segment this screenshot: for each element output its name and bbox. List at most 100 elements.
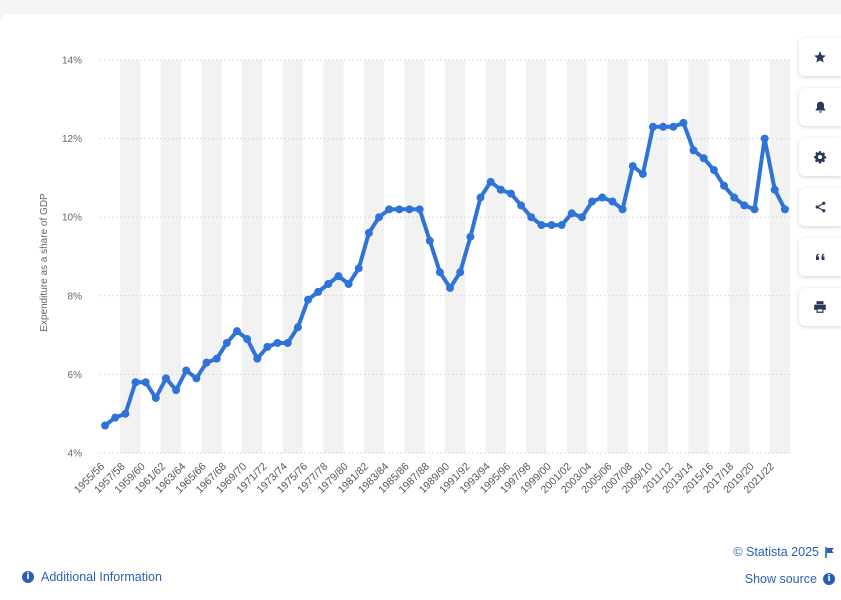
data-point[interactable]	[304, 295, 313, 304]
data-point[interactable]	[659, 122, 668, 131]
data-point[interactable]	[222, 338, 231, 347]
data-point[interactable]	[405, 205, 414, 214]
data-point[interactable]	[435, 268, 444, 277]
data-point[interactable]	[293, 323, 302, 332]
data-point[interactable]	[527, 213, 536, 222]
data-point[interactable]	[557, 221, 566, 230]
data-point[interactable]	[699, 154, 708, 163]
data-point[interactable]	[720, 181, 729, 190]
background-band	[282, 60, 303, 453]
data-point[interactable]	[202, 358, 211, 367]
data-point[interactable]	[689, 146, 698, 155]
y-tick-label: 14%	[62, 56, 82, 67]
data-point[interactable]	[314, 287, 323, 296]
data-point[interactable]	[385, 205, 394, 214]
cite-button[interactable]	[799, 238, 841, 276]
data-point[interactable]	[750, 205, 759, 214]
data-point[interactable]	[151, 393, 160, 402]
data-point[interactable]	[172, 386, 181, 395]
data-point[interactable]	[476, 193, 485, 202]
background-band	[160, 60, 182, 453]
additional-information-label: Additional Information	[41, 570, 162, 584]
notification-button[interactable]	[799, 88, 841, 126]
data-point[interactable]	[425, 236, 434, 245]
data-point[interactable]	[598, 193, 607, 202]
data-point[interactable]	[334, 272, 343, 281]
data-point[interactable]	[354, 264, 363, 273]
data-point[interactable]	[577, 213, 586, 222]
data-point[interactable]	[446, 283, 455, 292]
settings-button[interactable]	[799, 138, 841, 176]
data-point[interactable]	[730, 193, 739, 202]
background-band	[647, 60, 669, 453]
data-point[interactable]	[415, 205, 424, 214]
data-point[interactable]	[375, 213, 384, 222]
info-icon: i	[22, 571, 34, 583]
background-band	[607, 60, 628, 453]
data-point[interactable]	[344, 280, 353, 289]
background-band	[323, 60, 344, 453]
data-point[interactable]	[740, 201, 749, 210]
data-point[interactable]	[273, 338, 282, 347]
data-point[interactable]	[263, 342, 272, 351]
data-point[interactable]	[638, 169, 647, 178]
favorite-button[interactable]	[799, 38, 841, 76]
background-band	[445, 60, 466, 453]
data-point[interactable]	[161, 374, 170, 383]
background-band	[242, 60, 263, 453]
background-band	[201, 60, 222, 453]
data-point[interactable]	[618, 205, 627, 214]
copyright-notice: © Statista 2025	[733, 545, 835, 559]
data-point[interactable]	[486, 177, 495, 186]
data-point[interactable]	[141, 378, 150, 387]
data-point[interactable]	[192, 374, 201, 383]
data-point[interactable]	[283, 338, 292, 347]
y-tick-label: 10%	[62, 213, 82, 224]
data-point[interactable]	[395, 205, 404, 214]
data-point[interactable]	[669, 122, 678, 131]
data-point[interactable]	[324, 280, 333, 289]
data-point[interactable]	[567, 209, 576, 218]
data-point[interactable]	[547, 221, 556, 230]
additional-information-link[interactable]: i Additional Information	[22, 570, 162, 584]
background-band	[688, 60, 709, 453]
share-button[interactable]	[799, 188, 841, 226]
data-point[interactable]	[253, 354, 262, 363]
data-point[interactable]	[506, 189, 515, 198]
background-band	[729, 60, 750, 453]
data-point[interactable]	[496, 185, 505, 194]
data-point[interactable]	[456, 268, 465, 277]
y-tick-label: 8%	[68, 291, 83, 302]
background-band	[566, 60, 588, 453]
data-point[interactable]	[243, 335, 252, 344]
data-point[interactable]	[517, 201, 526, 210]
data-point[interactable]	[760, 134, 769, 143]
grid-lines	[100, 59, 790, 454]
data-point[interactable]	[111, 413, 120, 422]
background-band	[404, 60, 425, 453]
show-source-link[interactable]: Show source i	[745, 572, 835, 586]
data-point[interactable]	[364, 228, 373, 237]
data-point[interactable]	[588, 197, 597, 206]
data-point[interactable]	[212, 354, 221, 363]
chart-card: 4% 6% 8% 10% 12% 14% 1955/56 1957/58 1959/60 196…	[0, 14, 841, 600]
info-icon: i	[823, 573, 835, 585]
print-button[interactable]	[799, 288, 841, 326]
data-point[interactable]	[537, 221, 546, 230]
data-point[interactable]	[131, 378, 140, 387]
show-source-label: Show source	[744, 572, 817, 586]
y-tick-label: 4%	[68, 449, 83, 460]
data-point[interactable]	[466, 232, 475, 241]
data-point[interactable]	[628, 162, 637, 171]
data-point[interactable]	[679, 118, 688, 127]
data-point[interactable]	[232, 327, 241, 336]
data-point[interactable]	[182, 366, 191, 375]
data-point[interactable]	[608, 197, 617, 206]
data-point[interactable]	[101, 421, 110, 430]
data-point[interactable]	[770, 185, 779, 194]
data-point[interactable]	[649, 122, 658, 131]
data-point[interactable]	[709, 166, 718, 175]
data-point[interactable]	[780, 205, 789, 214]
chart-toolbar	[799, 38, 841, 338]
data-point[interactable]	[121, 409, 130, 418]
